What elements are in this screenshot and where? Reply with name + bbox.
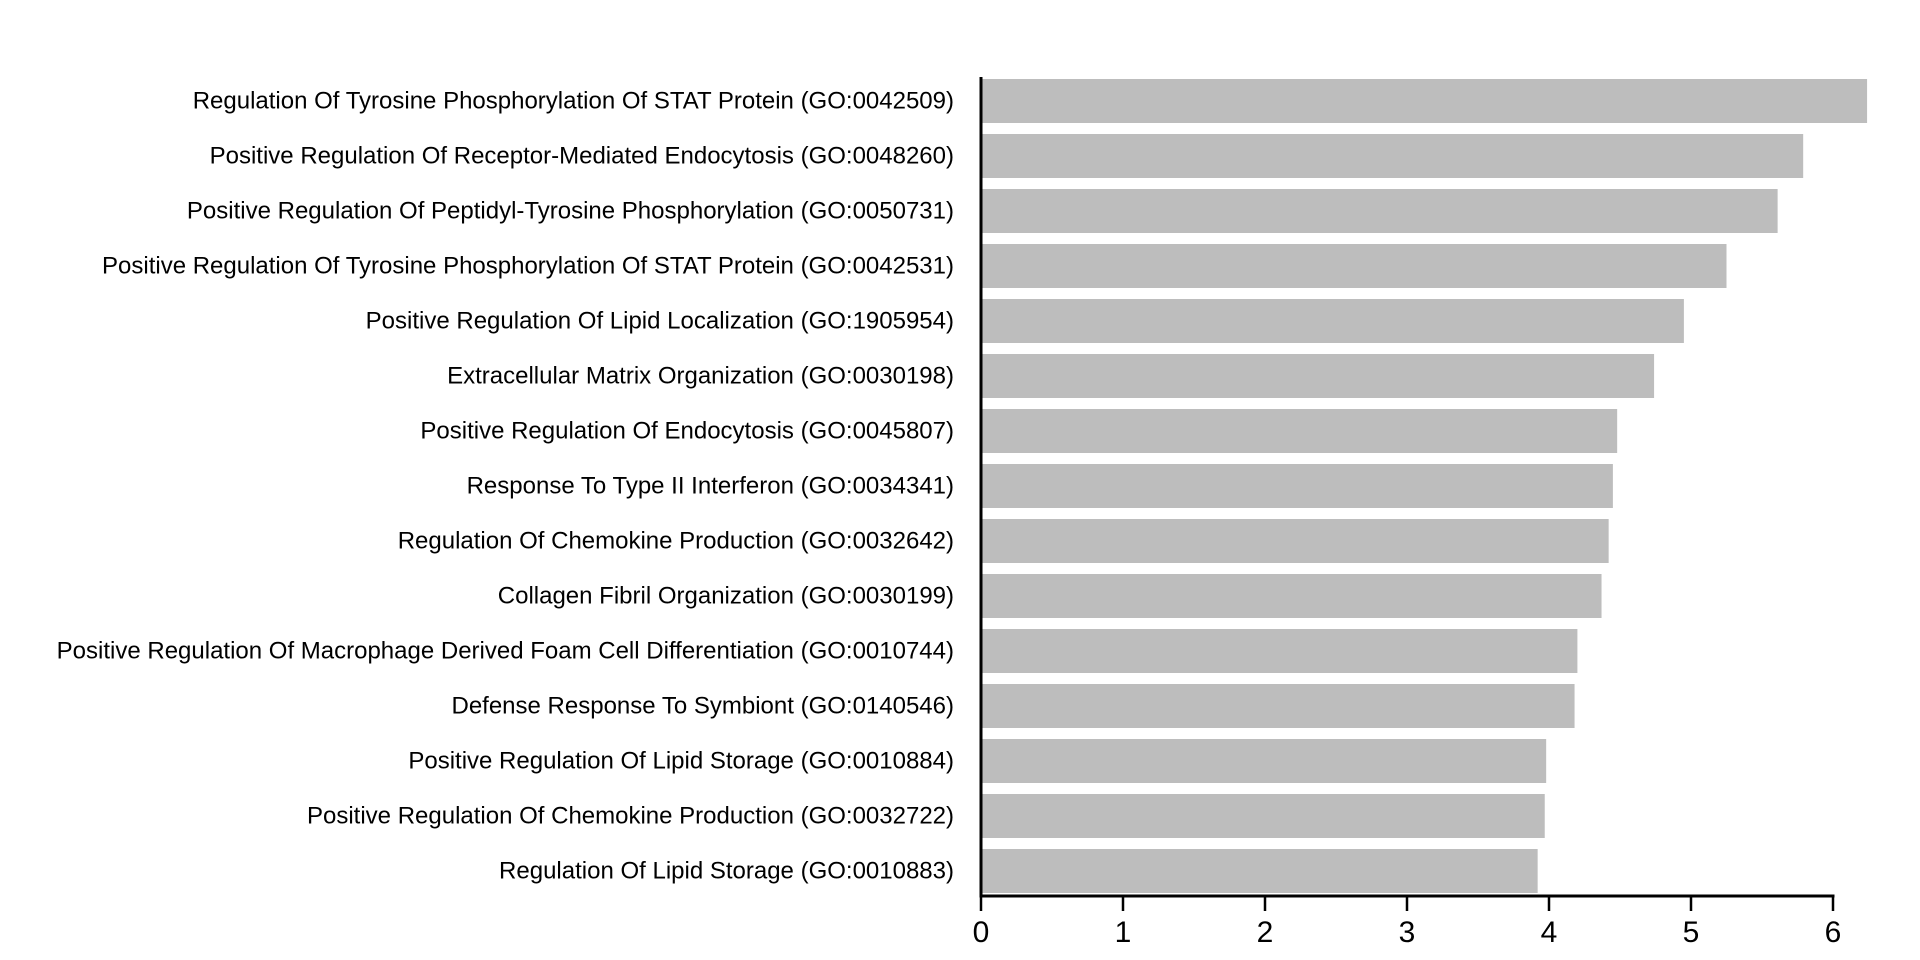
category-label: Positive Regulation Of Receptor-Mediated… bbox=[210, 143, 954, 170]
category-label: Positive Regulation Of Macrophage Derive… bbox=[57, 638, 954, 665]
x-tick-label: 6 bbox=[1825, 916, 1842, 949]
x-tick-label: 5 bbox=[1683, 916, 1700, 949]
bar bbox=[981, 574, 1602, 618]
category-label: Extracellular Matrix Organization (GO:00… bbox=[447, 363, 954, 390]
bar bbox=[981, 244, 1727, 288]
category-label: Response To Type II Interferon (GO:00343… bbox=[467, 473, 954, 500]
bar bbox=[981, 79, 1868, 123]
bar bbox=[981, 299, 1684, 343]
x-tick-label: 2 bbox=[1257, 916, 1274, 949]
bar bbox=[981, 189, 1778, 233]
x-axis-ticks-group: 0 1 2 3 4 5 6 bbox=[973, 896, 1842, 949]
bar bbox=[981, 354, 1655, 398]
category-label: Positive Regulation Of Endocytosis (GO:0… bbox=[420, 418, 954, 445]
bar bbox=[981, 134, 1804, 178]
category-label: Positive Regulation Of Peptidyl-Tyrosine… bbox=[187, 198, 954, 225]
category-label: Regulation Of Tyrosine Phosphorylation O… bbox=[193, 88, 954, 115]
bars-group bbox=[981, 79, 1868, 893]
x-tick-label: 1 bbox=[1115, 916, 1132, 949]
category-label: Positive Regulation Of Tyrosine Phosphor… bbox=[102, 253, 954, 280]
bar bbox=[981, 739, 1547, 783]
bar bbox=[981, 464, 1613, 508]
bar bbox=[981, 794, 1545, 838]
bar bbox=[981, 629, 1578, 673]
x-tick-label: 3 bbox=[1399, 916, 1416, 949]
category-label: Defense Response To Symbiont (GO:0140546… bbox=[451, 693, 954, 720]
category-label: Regulation Of Chemokine Production (GO:0… bbox=[398, 528, 954, 555]
category-label: Regulation Of Lipid Storage (GO:0010883) bbox=[499, 858, 954, 885]
category-labels-group: Regulation Of Tyrosine Phosphorylation O… bbox=[57, 88, 954, 885]
category-label: Collagen Fibril Organization (GO:0030199… bbox=[498, 583, 954, 610]
category-label: Positive Regulation Of Lipid Localizatio… bbox=[366, 308, 954, 335]
bar bbox=[981, 684, 1575, 728]
bar bbox=[981, 409, 1618, 453]
bar bbox=[981, 849, 1538, 893]
category-label: Positive Regulation Of Lipid Storage (GO… bbox=[408, 748, 954, 775]
bar bbox=[981, 519, 1609, 563]
x-tick-label: 4 bbox=[1541, 916, 1558, 949]
x-tick-label: 0 bbox=[973, 916, 990, 949]
category-label: Positive Regulation Of Chemokine Product… bbox=[307, 803, 954, 830]
